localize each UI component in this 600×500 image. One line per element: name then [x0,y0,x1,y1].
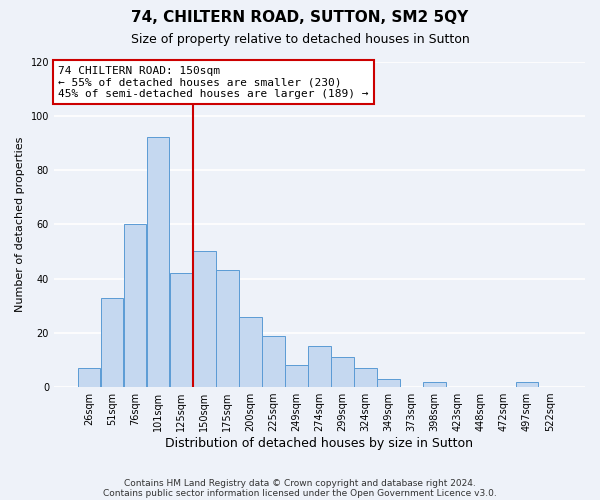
Bar [285,366,308,387]
Bar [147,138,169,387]
Text: Contains HM Land Registry data © Crown copyright and database right 2024.: Contains HM Land Registry data © Crown c… [124,478,476,488]
Text: Size of property relative to detached houses in Sutton: Size of property relative to detached ho… [131,32,469,46]
Bar [170,273,193,387]
Text: 74, CHILTERN ROAD, SUTTON, SM2 5QY: 74, CHILTERN ROAD, SUTTON, SM2 5QY [131,10,469,25]
Bar [355,368,377,387]
Bar [193,252,215,387]
Bar [101,298,124,387]
Bar [308,346,331,387]
Bar [331,357,353,387]
Text: 74 CHILTERN ROAD: 150sqm
← 55% of detached houses are smaller (230)
45% of semi-: 74 CHILTERN ROAD: 150sqm ← 55% of detach… [58,66,368,99]
Text: Contains public sector information licensed under the Open Government Licence v3: Contains public sector information licen… [103,488,497,498]
Bar [515,382,538,387]
Bar [239,316,262,387]
Bar [262,336,284,387]
Y-axis label: Number of detached properties: Number of detached properties [15,136,25,312]
Bar [377,379,400,387]
Bar [424,382,446,387]
X-axis label: Distribution of detached houses by size in Sutton: Distribution of detached houses by size … [166,437,473,450]
Bar [216,270,239,387]
Bar [78,368,100,387]
Bar [124,224,146,387]
